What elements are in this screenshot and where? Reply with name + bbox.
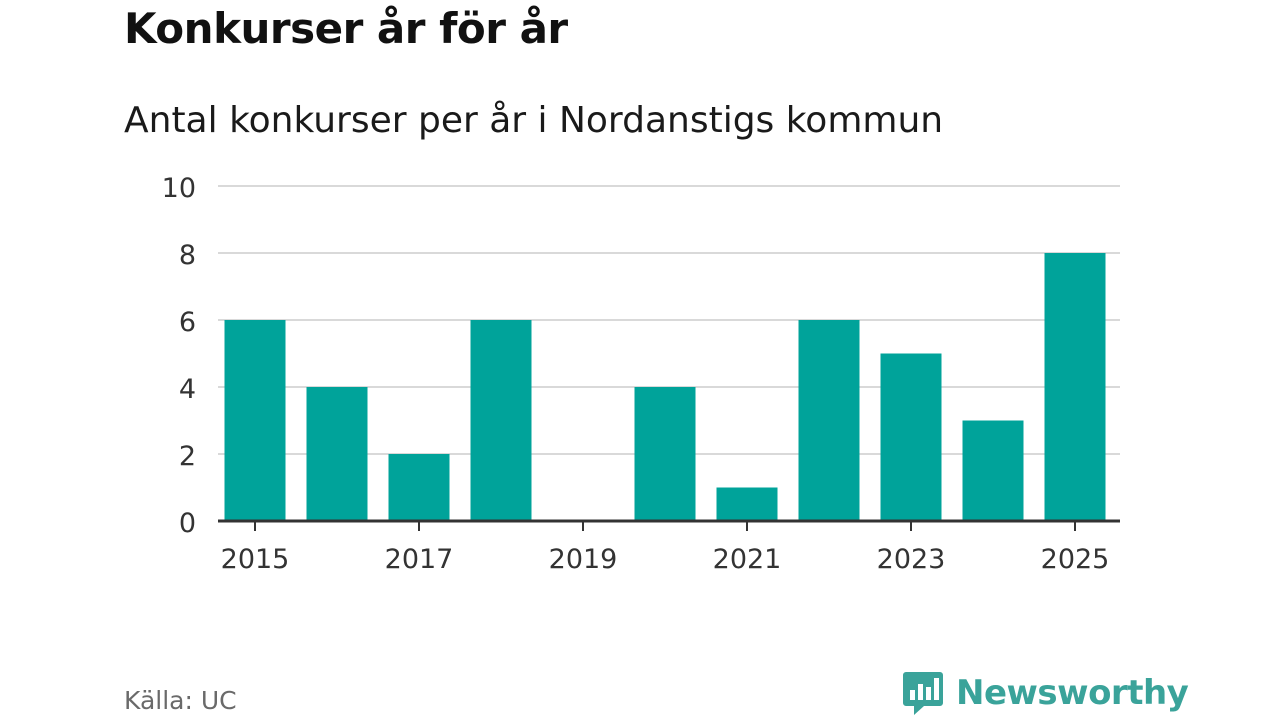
x-tick-label: 2025 <box>1041 544 1110 575</box>
y-tick-label: 0 <box>179 508 196 539</box>
source-note: Källa: UC <box>124 686 237 715</box>
bar-2025 <box>1044 253 1106 521</box>
y-axis-tick-labels: 0 2 4 6 8 10 <box>162 173 196 539</box>
bars <box>224 253 1106 521</box>
x-tick-label: 2023 <box>877 544 946 575</box>
bar-2015 <box>224 320 286 521</box>
bar-2021 <box>716 487 778 521</box>
bar-2018 <box>470 320 532 521</box>
brand-logo[interactable]: Newsworthy <box>902 670 1189 716</box>
bar-2022 <box>798 320 860 521</box>
chart-subtitle: Antal konkurser per år i Nordanstigs kom… <box>124 100 944 141</box>
y-tick-label: 6 <box>179 307 196 338</box>
newsworthy-logo-icon <box>903 672 943 715</box>
y-tick-label: 4 <box>179 374 196 405</box>
brand-name: Newsworthy <box>956 673 1189 713</box>
chart-title: Konkurser år för år <box>124 4 568 53</box>
bar-2020 <box>634 387 696 521</box>
x-axis-tick-labels: 2015 2017 2019 2021 2023 2025 <box>221 544 1110 575</box>
x-axis <box>218 519 1120 531</box>
y-tick-label: 2 <box>179 441 196 472</box>
bar-2017 <box>388 454 450 521</box>
bar-2023 <box>880 353 942 521</box>
x-tick-label: 2019 <box>549 544 618 575</box>
y-tick-label: 10 <box>162 173 196 204</box>
y-tick-label: 8 <box>179 240 196 271</box>
x-tick-label: 2015 <box>221 544 290 575</box>
x-tick-label: 2017 <box>385 544 454 575</box>
x-tick-label: 2021 <box>713 544 782 575</box>
bar-2024 <box>962 420 1024 521</box>
bar-2016 <box>306 387 368 521</box>
